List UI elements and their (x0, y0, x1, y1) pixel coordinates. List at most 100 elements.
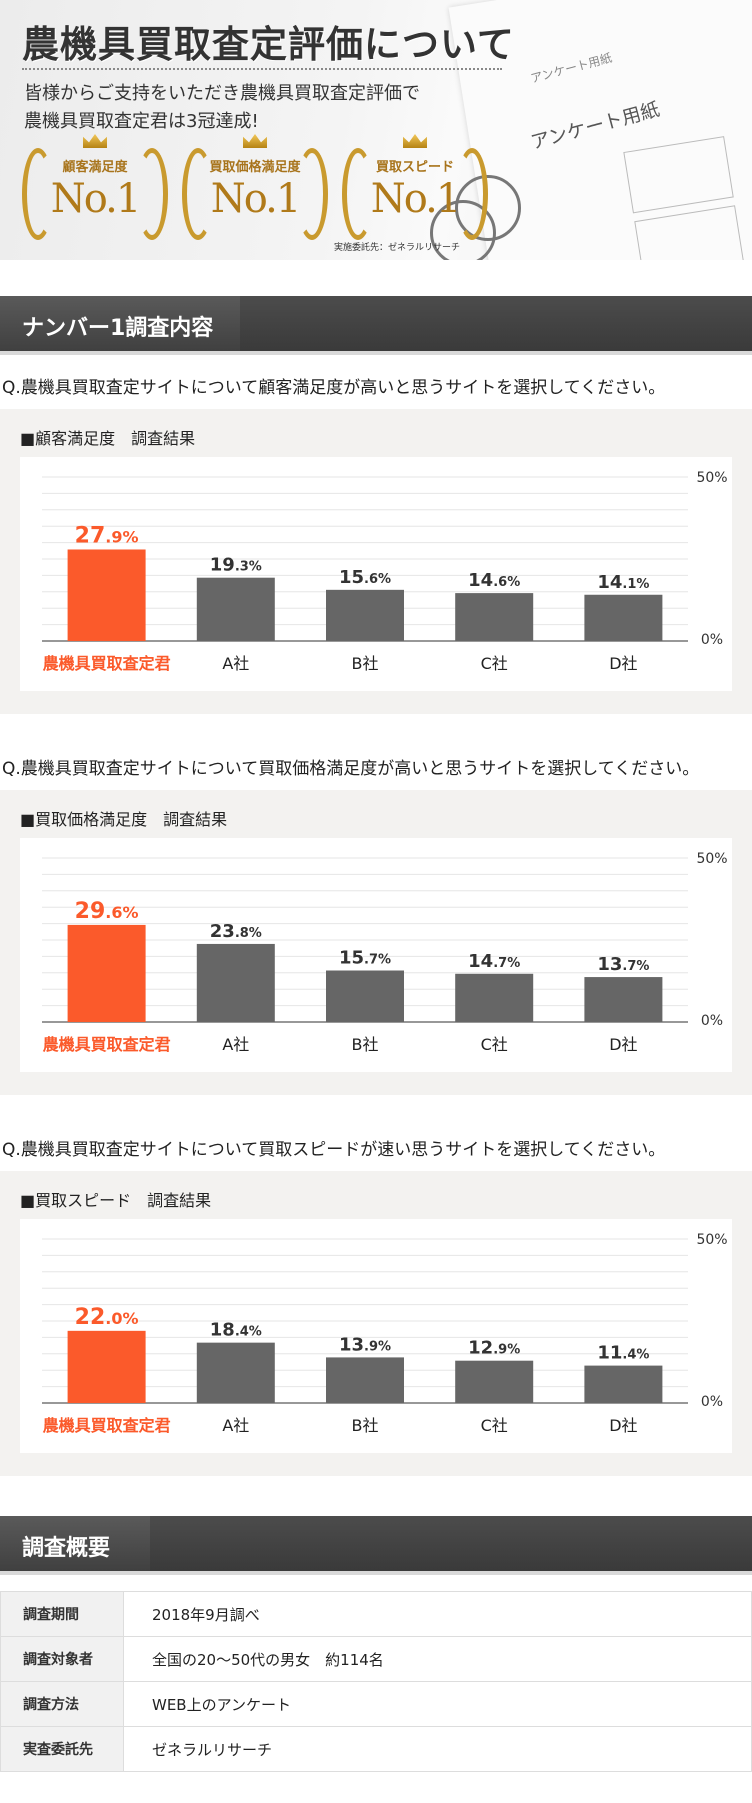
award-label: 買取スピード (375, 160, 454, 175)
x-tick-label: A社 (222, 654, 249, 673)
laurel-left-icon (182, 148, 214, 240)
table-row: 調査対象者 全国の20～50代の男女 約114名 (0, 1636, 752, 1682)
bar (455, 1360, 534, 1403)
data-label: 15.6% (339, 567, 391, 588)
question-text: Q.農機具買取査定サイトについて買取スピードが速い思うサイトを選択してください。 (2, 1140, 666, 1160)
x-tick-label: C社 (481, 1416, 508, 1435)
bar (67, 1330, 146, 1403)
bar-chart: 50% 0% 29.6% 農機具買取査定君 23.8% A社 15.7% B社 14.7% C社 1… (42, 851, 728, 1054)
award-badge: 買取スピード No.1 (340, 128, 490, 246)
x-tick-label: B社 (352, 1416, 379, 1435)
data-label: 13.9% (339, 1334, 391, 1355)
section-title: ナンバー1調査内容 (22, 316, 214, 341)
data-label: 18.4% (210, 1320, 262, 1341)
x-tick-label: C社 (481, 1035, 508, 1054)
x-tick-label: A社 (222, 1416, 249, 1435)
data-label: 13.7% (597, 954, 649, 975)
data-label: 22.0% (75, 1305, 139, 1330)
hero-subtitle: 皆様からご支持をいただき農機具買取査定評価で 農機具買取査定君は3冠達成! (24, 83, 420, 132)
laurel-right-icon (456, 148, 488, 240)
chart-title: ■顧客満足度 調査結果 (20, 429, 196, 448)
chart-panel: ■買取スピード 調査結果 50% 0% 22.0% 農機具買取査定君 18.4% A社 13.… (0, 1171, 752, 1476)
bar-chart: 50% 0% 22.0% 農機具買取査定君 18.4% A社 13.9% B社 12.9% C社 1… (42, 1232, 728, 1435)
bar (455, 973, 534, 1022)
summary-key: 調査対象者 (0, 1636, 124, 1682)
data-label: 14.7% (468, 951, 520, 972)
chart-panel: ■買取価格満足度 調査結果 50% 0% 29.6% 農機具買取査定君 23.8% A社 15… (0, 790, 752, 1095)
summary-table: 調査期間 2018年9月調べ 調査対象者 全国の20～50代の男女 約114名 調査… (0, 1591, 752, 1772)
award-rank: No.1 (210, 176, 302, 222)
table-row: 調査期間 2018年9月調べ (0, 1591, 752, 1637)
bar (584, 1365, 663, 1403)
award-badge: 買取価格満足度 No.1 (180, 128, 330, 246)
summary-key: 調査方法 (0, 1681, 124, 1727)
title-divider (22, 68, 502, 70)
award-label: 顧客満足度 (62, 160, 128, 175)
section-title: 調査概要 (22, 1536, 111, 1561)
bar (67, 924, 146, 1022)
hero-banner: アンケート用紙 アンケート用紙 農機具買取査定評価について 皆様からご支持をいた… (0, 0, 752, 260)
chart-title: ■買取スピード 調査結果 (20, 1191, 212, 1210)
paper-text-small: アンケート用紙 (529, 50, 614, 86)
x-tick-label: B社 (352, 654, 379, 673)
table-row: 調査方法 WEB上のアンケート (0, 1681, 752, 1727)
table-row: 実査委託先 ゼネラルリサーチ (0, 1726, 752, 1772)
x-tick-label: A社 (222, 1035, 249, 1054)
bar (455, 593, 534, 641)
question-text: Q.農機具買取査定サイトについて顧客満足度が高いと思うサイトを選択してください。 (2, 378, 666, 398)
chart-panel: ■顧客満足度 調査結果 50% 0% 27.9% 農機具買取査定君 19.3% A社 15.6… (0, 409, 752, 714)
crown-icon (243, 134, 267, 148)
bar (584, 594, 663, 641)
summary-key: 調査期間 (0, 1591, 124, 1637)
laurel-right-icon (296, 148, 328, 240)
laurel-left-icon (22, 148, 54, 240)
x-tick-label: D社 (609, 1035, 637, 1054)
chart-title: ■買取価格満足度 調査結果 (20, 810, 228, 829)
bar (584, 977, 663, 1022)
y-tick-label: 50% (696, 470, 727, 486)
award-label: 買取価格満足度 (209, 160, 301, 175)
award-rank: No.1 (50, 176, 142, 222)
summary-key: 実査委託先 (0, 1726, 124, 1772)
x-tick-label: D社 (609, 1416, 637, 1435)
data-label: 27.9% (75, 523, 139, 548)
laurel-right-icon (136, 148, 168, 240)
y-tick-label: 50% (696, 851, 727, 867)
bar (326, 1357, 404, 1403)
section-header-summary: 調査概要 (0, 1516, 752, 1575)
data-label: 11.4% (597, 1343, 649, 1364)
y-tick-label: 50% (696, 1232, 727, 1248)
data-label: 19.3% (210, 555, 262, 576)
crown-icon (83, 134, 107, 148)
award-badge: 顧客満足度 No.1 (20, 128, 170, 246)
summary-value: ゼネラルリサーチ (123, 1726, 752, 1772)
bar-chart: 50% 0% 27.9% 農機具買取査定君 19.3% A社 15.6% B社 14.6% C社 1… (42, 470, 728, 673)
data-label: 14.1% (597, 572, 649, 593)
x-tick-label: B社 (352, 1035, 379, 1054)
bar (196, 1342, 275, 1403)
x-tick-label: D社 (609, 654, 637, 673)
data-label: 12.9% (468, 1338, 520, 1359)
x-tick-label: C社 (481, 654, 508, 673)
data-label: 15.7% (339, 948, 391, 969)
crown-icon (403, 134, 427, 148)
hero-credit: 実施委託先：ゼネラルリサーチ (334, 243, 461, 253)
data-label: 29.6% (75, 899, 139, 924)
summary-value: 2018年9月調べ (123, 1591, 752, 1637)
summary-value: 全国の20～50代の男女 約114名 (123, 1636, 752, 1682)
bar (326, 589, 404, 641)
hero-title: 農機具買取査定評価について (22, 23, 515, 66)
y-tick-label: 0% (701, 1013, 723, 1029)
bar (326, 970, 404, 1022)
laurel-left-icon (342, 148, 374, 240)
bar (67, 549, 146, 641)
summary-value: WEB上のアンケート (123, 1681, 752, 1727)
x-tick-label: 農機具買取査定君 (43, 1416, 171, 1435)
award-rank: No.1 (370, 176, 462, 222)
x-tick-label: 農機具買取査定君 (43, 1035, 171, 1054)
data-label: 14.6% (468, 570, 520, 591)
question-text: Q.農機具買取査定サイトについて買取価格満足度が高いと思うサイトを選択してくださ… (2, 759, 700, 779)
y-tick-label: 0% (701, 1394, 723, 1410)
data-label: 23.8% (210, 921, 262, 942)
x-tick-label: 農機具買取査定君 (43, 654, 171, 673)
